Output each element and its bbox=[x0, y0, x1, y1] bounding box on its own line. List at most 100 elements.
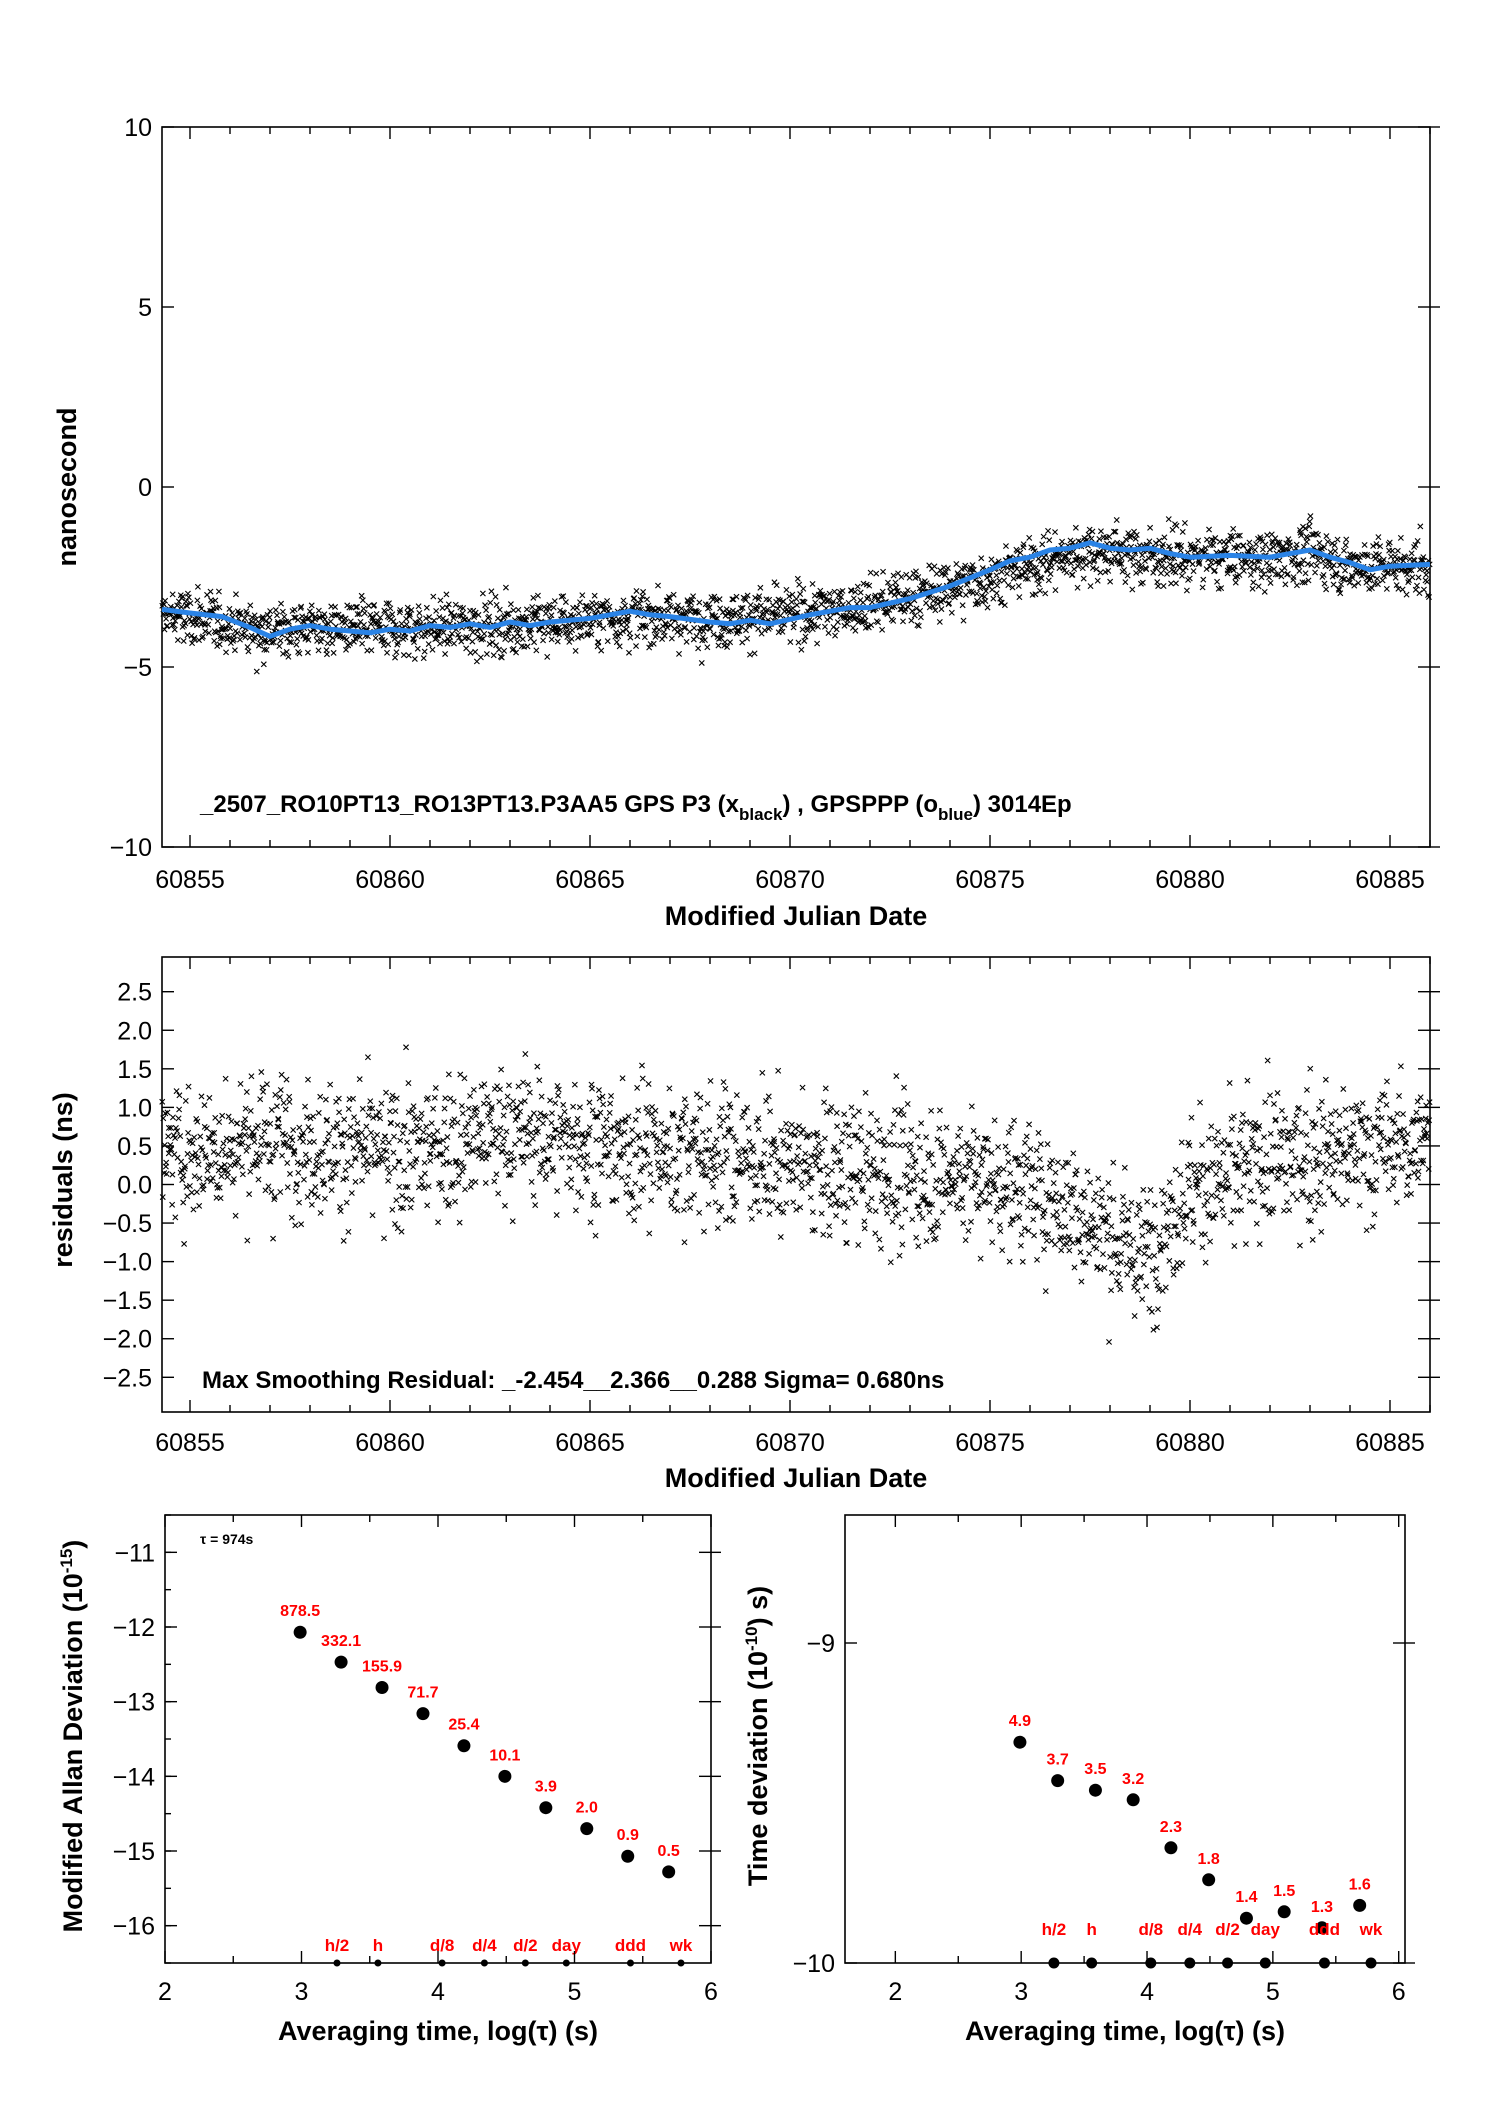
mdev-tau-label: τ = 974s bbox=[200, 1531, 254, 1547]
residual-point bbox=[715, 1149, 722, 1156]
phase-point bbox=[182, 620, 189, 627]
mdev-plot: 878.5332.1155.971.725.410.13.92.00.90.5h… bbox=[57, 1514, 721, 2046]
phase-point bbox=[682, 623, 689, 630]
deviation-value-label: 3.2 bbox=[1122, 1771, 1144, 1788]
residual-point bbox=[998, 1196, 1005, 1203]
phase-point bbox=[1424, 578, 1431, 585]
phase-point bbox=[487, 599, 494, 606]
residual-point bbox=[1090, 1197, 1097, 1204]
residual-point bbox=[1267, 1092, 1273, 1099]
x-tick-label: 2 bbox=[888, 1978, 902, 2006]
residual-point bbox=[1342, 1106, 1349, 1113]
residual-point bbox=[215, 1151, 222, 1158]
residual-point bbox=[884, 1210, 891, 1217]
phase-point bbox=[1150, 569, 1157, 576]
residual-point bbox=[172, 1214, 179, 1221]
residual-point bbox=[644, 1152, 651, 1159]
residual-point bbox=[1214, 1186, 1221, 1193]
y-tick-label: 1.5 bbox=[117, 1056, 152, 1084]
residual-point bbox=[327, 1081, 334, 1088]
deviation-value-label: 10.1 bbox=[489, 1747, 520, 1764]
residual-point bbox=[634, 1084, 641, 1091]
residual-point bbox=[292, 1188, 299, 1195]
phase-point bbox=[369, 614, 376, 621]
residual-point bbox=[856, 1176, 863, 1183]
residual-point bbox=[397, 1137, 404, 1144]
residual-point bbox=[1115, 1270, 1122, 1277]
residual-point bbox=[878, 1198, 885, 1205]
residual-point bbox=[638, 1062, 645, 1069]
residual-point bbox=[368, 1153, 375, 1160]
residual-point bbox=[1001, 1201, 1008, 1208]
phase-point bbox=[259, 623, 266, 630]
phase-point bbox=[1380, 556, 1387, 563]
residual-point bbox=[654, 1159, 661, 1166]
x-tick-label: 60860 bbox=[355, 1429, 425, 1457]
phase-point bbox=[636, 600, 643, 607]
residual-point bbox=[915, 1243, 922, 1250]
phase-point bbox=[1005, 582, 1012, 589]
deviation-value-label: 332.1 bbox=[321, 1633, 361, 1650]
residual-point bbox=[1247, 1187, 1254, 1194]
phase-point bbox=[1040, 533, 1047, 540]
residual-point bbox=[588, 1163, 595, 1169]
residual-point bbox=[835, 1149, 842, 1156]
residual-point bbox=[260, 1151, 267, 1158]
phase-point bbox=[253, 668, 260, 675]
phase-point bbox=[850, 612, 857, 619]
phase-point bbox=[764, 606, 771, 613]
residual-point bbox=[398, 1228, 405, 1235]
time-marker-dot bbox=[438, 1959, 446, 1967]
time-marker-label: h bbox=[1086, 1920, 1096, 1939]
residual-point bbox=[995, 1144, 1002, 1151]
phase-point bbox=[633, 643, 640, 650]
phase-point bbox=[1179, 572, 1185, 579]
phase-point bbox=[1283, 540, 1290, 547]
residual-point bbox=[680, 1109, 687, 1116]
residual-point bbox=[1144, 1198, 1151, 1205]
deviation-value-label: 1.4 bbox=[1235, 1889, 1257, 1906]
phase-point bbox=[530, 594, 537, 601]
residual-point bbox=[241, 1131, 248, 1138]
residual-point bbox=[1186, 1183, 1193, 1190]
residual-point bbox=[936, 1107, 943, 1114]
residual-point bbox=[710, 1183, 717, 1190]
residual-point bbox=[220, 1167, 227, 1174]
phase-point bbox=[406, 613, 413, 620]
residual-point bbox=[1393, 1199, 1400, 1206]
phase-point bbox=[986, 573, 993, 580]
residual-point bbox=[352, 1178, 359, 1185]
residual-point bbox=[936, 1125, 943, 1132]
phase-point bbox=[1195, 537, 1202, 544]
residual-point bbox=[325, 1130, 332, 1137]
residuals-plot-frame bbox=[161, 956, 1431, 1413]
phase-point bbox=[1052, 529, 1059, 536]
residual-point bbox=[432, 1084, 439, 1091]
residual-point bbox=[623, 1181, 630, 1188]
residual-point bbox=[347, 1124, 354, 1130]
time-marker-label: ddd bbox=[615, 1936, 646, 1955]
phase-point bbox=[1349, 574, 1356, 581]
residual-point bbox=[618, 1174, 625, 1181]
phase-point bbox=[1330, 581, 1337, 588]
phase-point bbox=[990, 595, 997, 602]
residual-point bbox=[243, 1089, 250, 1096]
phase-point bbox=[1298, 532, 1305, 539]
phase-point bbox=[1039, 541, 1046, 548]
residual-point bbox=[1204, 1197, 1211, 1204]
phase-point bbox=[1304, 560, 1311, 567]
residual-point bbox=[1351, 1156, 1358, 1163]
residual-point bbox=[1172, 1166, 1179, 1173]
phase-point bbox=[811, 621, 818, 628]
residual-point bbox=[820, 1231, 827, 1238]
phase-point bbox=[232, 591, 239, 598]
residual-point bbox=[498, 1066, 505, 1073]
y-tick-label: −10 bbox=[110, 834, 152, 862]
residual-point bbox=[619, 1075, 626, 1082]
phase-point bbox=[1386, 539, 1393, 546]
residual-point bbox=[192, 1150, 199, 1157]
phase-point bbox=[297, 605, 304, 611]
residual-point bbox=[300, 1138, 307, 1145]
phase-point bbox=[704, 644, 711, 651]
phase-point bbox=[787, 639, 794, 646]
